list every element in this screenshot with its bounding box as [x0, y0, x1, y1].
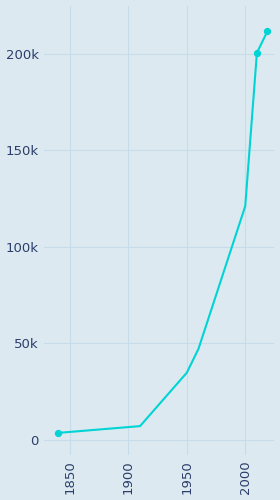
Point	[56, 429, 60, 437]
Point	[265, 28, 270, 36]
Point	[255, 48, 259, 56]
